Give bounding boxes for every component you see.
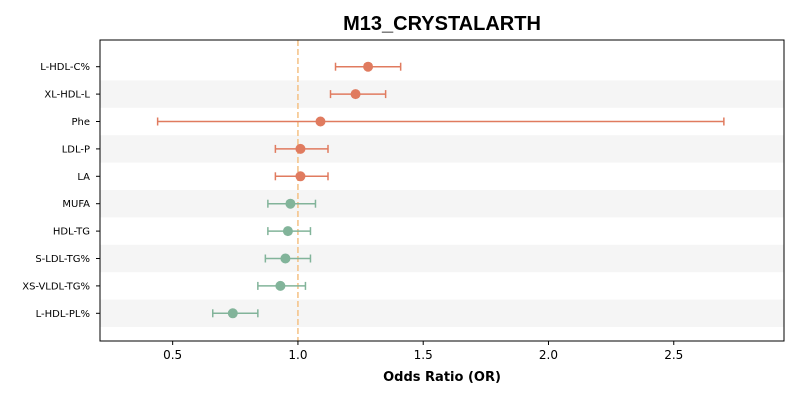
y-tick-label: L-HDL-C% [40, 62, 90, 73]
plot-frame [99, 39, 785, 342]
y-tick-label: S-LDL-TG% [35, 254, 90, 265]
data-row [156, 116, 725, 127]
or-point [315, 116, 326, 127]
chart-title: M13_CRYSTALARTH [343, 13, 541, 35]
data-row [264, 253, 312, 264]
data-row [274, 171, 329, 182]
x-tick-label: 1.5 [414, 348, 433, 362]
x-tick-label: 1.0 [288, 348, 307, 362]
row-bands [100, 80, 784, 327]
y-tick-label: Phe [71, 117, 90, 128]
or-point [350, 89, 361, 100]
x-axis-label: Odds Ratio (OR) [383, 370, 501, 385]
y-tick-label: XS-VLDL-TG% [22, 281, 90, 292]
or-point [227, 308, 238, 319]
or-point [275, 280, 286, 291]
data-row [257, 280, 307, 291]
or-point [295, 171, 306, 182]
or-point [363, 61, 374, 72]
x-axis: 0.5 1.0 1.5 2.0 2.5 [163, 341, 683, 362]
row-band [100, 190, 784, 218]
data-row [274, 143, 329, 154]
data-row [267, 226, 312, 237]
data-marks [156, 61, 725, 319]
data-row [329, 89, 387, 100]
row-band [100, 80, 784, 108]
y-tick-label: LA [77, 172, 90, 183]
y-tick-label: LDL-P [62, 144, 90, 155]
y-tick-label: L-HDL-PL% [36, 309, 90, 320]
data-row [267, 198, 317, 209]
data-row [334, 61, 402, 72]
or-point [282, 226, 293, 237]
row-band [100, 299, 784, 327]
x-tick-label: 0.5 [163, 348, 182, 362]
or-point [295, 143, 306, 154]
y-tick-label: XL-HDL-L [44, 90, 90, 101]
y-axis: L-HDL-C% XL-HDL-L Phe LDL-P LA MUFA HDL-TG S-LD… [22, 62, 100, 320]
or-point [280, 253, 291, 264]
data-row [211, 308, 259, 319]
row-band [100, 135, 784, 163]
x-tick-label: 2.0 [539, 348, 558, 362]
or-point [285, 198, 296, 209]
y-tick-label: HDL-TG [53, 227, 90, 238]
row-band [100, 244, 784, 273]
x-tick-label: 2.5 [664, 348, 683, 362]
y-tick-label: MUFA [62, 199, 90, 210]
